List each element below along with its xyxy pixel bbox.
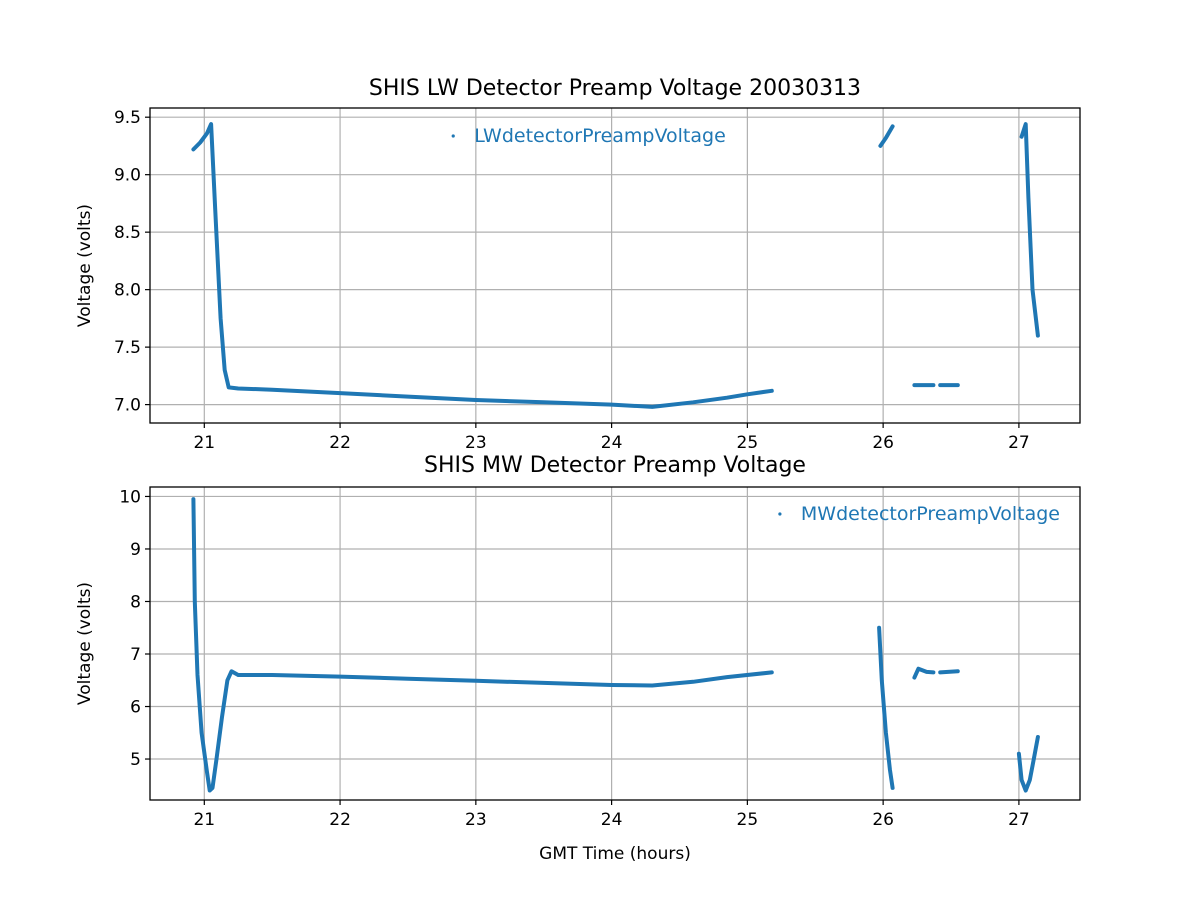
mw-y-tick-label: 5 — [130, 750, 141, 770]
lw-x-tick-label: 23 — [465, 433, 487, 453]
mw-voltage-subplot: 21 22 23 24 25 26 27 5 6 7 8 9 10 SHIS MW Detector Pr… — [75, 453, 1081, 864]
mw-x-tick-label: 25 — [737, 810, 759, 830]
mw-x-axis-label: GMT Time (hours) — [539, 844, 691, 864]
mw-x-tick-label: 24 — [601, 810, 623, 830]
mw-y-tick-label: 6 — [130, 698, 141, 718]
lw-legend-marker — [451, 134, 455, 138]
lw-axes-frame — [149, 107, 1081, 424]
lw-y-tick-label: 9.5 — [114, 108, 141, 128]
lw-series-segment-4 — [1019, 122, 1040, 338]
lw-x-tick-label: 22 — [329, 433, 351, 453]
lw-x-tick-label: 21 — [193, 433, 215, 453]
mw-y-tick-label: 10 — [119, 487, 141, 507]
mw-y-tick-label: 9 — [130, 540, 141, 560]
mw-y-axis-label: Voltage (volts) — [75, 582, 95, 705]
lw-y-tick-label: 8.5 — [114, 223, 141, 243]
mw-x-tick-label: 22 — [329, 810, 351, 830]
lw-legend-label: LWdetectorPreampVoltage — [474, 125, 726, 147]
mw-x-tick-label: 26 — [872, 810, 894, 830]
lw-series-segment-0 — [191, 122, 774, 409]
lw-x-tick-label: 25 — [737, 433, 759, 453]
lw-y-tick-label: 7.0 — [114, 396, 141, 416]
mw-series-segment-1 — [877, 625, 895, 790]
mw-x-tick-label: 21 — [193, 810, 215, 830]
lw-y-tick-label: 9.0 — [114, 166, 141, 186]
mw-series-segment-0 — [191, 497, 774, 793]
mw-series-segment-3 — [938, 669, 960, 675]
lw-y-axis-label: Voltage (volts) — [75, 204, 95, 327]
mw-series-segment-2 — [912, 666, 936, 680]
lw-x-tick-label: 27 — [1008, 433, 1030, 453]
mw-series-segment-4 — [1016, 735, 1040, 793]
lw-series-segment-1 — [878, 124, 895, 148]
mw-x-tick-label: 27 — [1008, 810, 1030, 830]
lw-x-tick-label: 24 — [601, 433, 623, 453]
lw-chart-title: SHIS LW Detector Preamp Voltage 20030313 — [369, 76, 861, 101]
mw-axes-frame — [149, 486, 1081, 801]
lw-y-tick-label: 7.5 — [114, 338, 141, 358]
mw-chart-title: SHIS MW Detector Preamp Voltage — [424, 453, 806, 478]
mw-legend-marker — [778, 512, 782, 516]
lw-x-tick-label: 26 — [872, 433, 894, 453]
lw-y-tick-label: 8.0 — [114, 281, 141, 301]
mw-legend-label: MWdetectorPreampVoltage — [801, 503, 1060, 525]
lw-voltage-subplot: 21 22 23 24 25 26 27 7.0 7.5 8.0 8.5 9.0 9.5 SHIS LW … — [75, 76, 1081, 453]
mw-y-tick-label: 7 — [130, 645, 141, 665]
mw-y-tick-label: 8 — [130, 592, 141, 612]
mw-x-tick-label: 23 — [465, 810, 487, 830]
